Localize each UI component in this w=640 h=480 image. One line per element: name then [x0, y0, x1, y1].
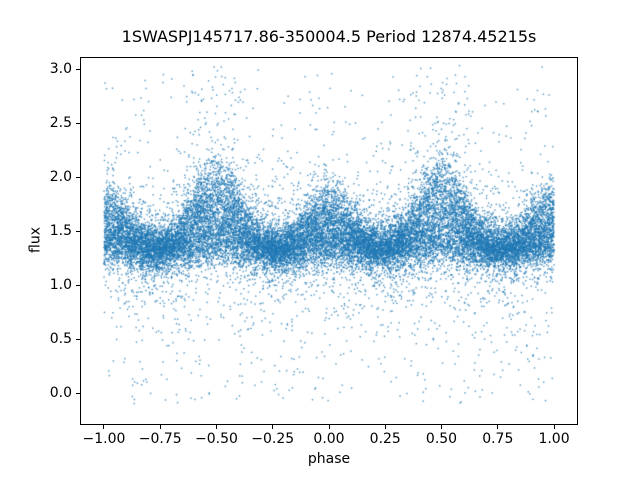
y-tick-label: 1.5 [49, 223, 72, 239]
y-tick-mark [76, 176, 80, 178]
x-tick-label: −1.00 [82, 431, 126, 447]
x-tick-label: 1.00 [538, 431, 570, 447]
x-tick-mark [159, 425, 161, 429]
x-tick-label: −0.75 [138, 431, 182, 447]
x-tick-label: 0.75 [482, 431, 514, 447]
y-tick-mark [76, 230, 80, 232]
x-axis-label: phase [307, 451, 351, 467]
y-tick-label: 0.5 [49, 331, 72, 347]
x-tick-mark [103, 425, 105, 429]
x-tick-mark [497, 425, 499, 429]
y-tick-mark [76, 284, 80, 286]
y-tick-mark [76, 68, 80, 70]
x-tick-label: −0.25 [251, 431, 295, 447]
y-tick-label: 2.0 [49, 169, 72, 185]
y-tick-label: 1.0 [49, 277, 72, 293]
y-tick-label: 3.0 [49, 61, 72, 78]
x-tick-label: 0.00 [313, 431, 345, 447]
y-axis-label: flux [27, 227, 44, 253]
scatter-points-canvas [81, 58, 577, 424]
y-tick-mark [76, 122, 80, 124]
y-tick-label: 0.0 [49, 385, 72, 401]
x-tick-mark [328, 425, 330, 429]
chart-title: 1SWASPJ145717.86-350004.5 Period 12874.4… [121, 27, 537, 46]
y-tick-mark [76, 338, 80, 340]
x-tick-mark [272, 425, 274, 429]
x-tick-label: −0.50 [195, 431, 238, 447]
x-tick-mark [384, 425, 386, 429]
x-tick-mark [553, 425, 555, 429]
x-tick-mark [441, 425, 443, 429]
y-tick-mark [76, 392, 80, 394]
x-tick-label: 0.50 [425, 431, 458, 447]
y-tick-label: 2.5 [49, 115, 72, 131]
x-tick-mark [215, 425, 217, 429]
plot-area [80, 57, 578, 425]
x-tick-label: 0.25 [369, 431, 401, 447]
